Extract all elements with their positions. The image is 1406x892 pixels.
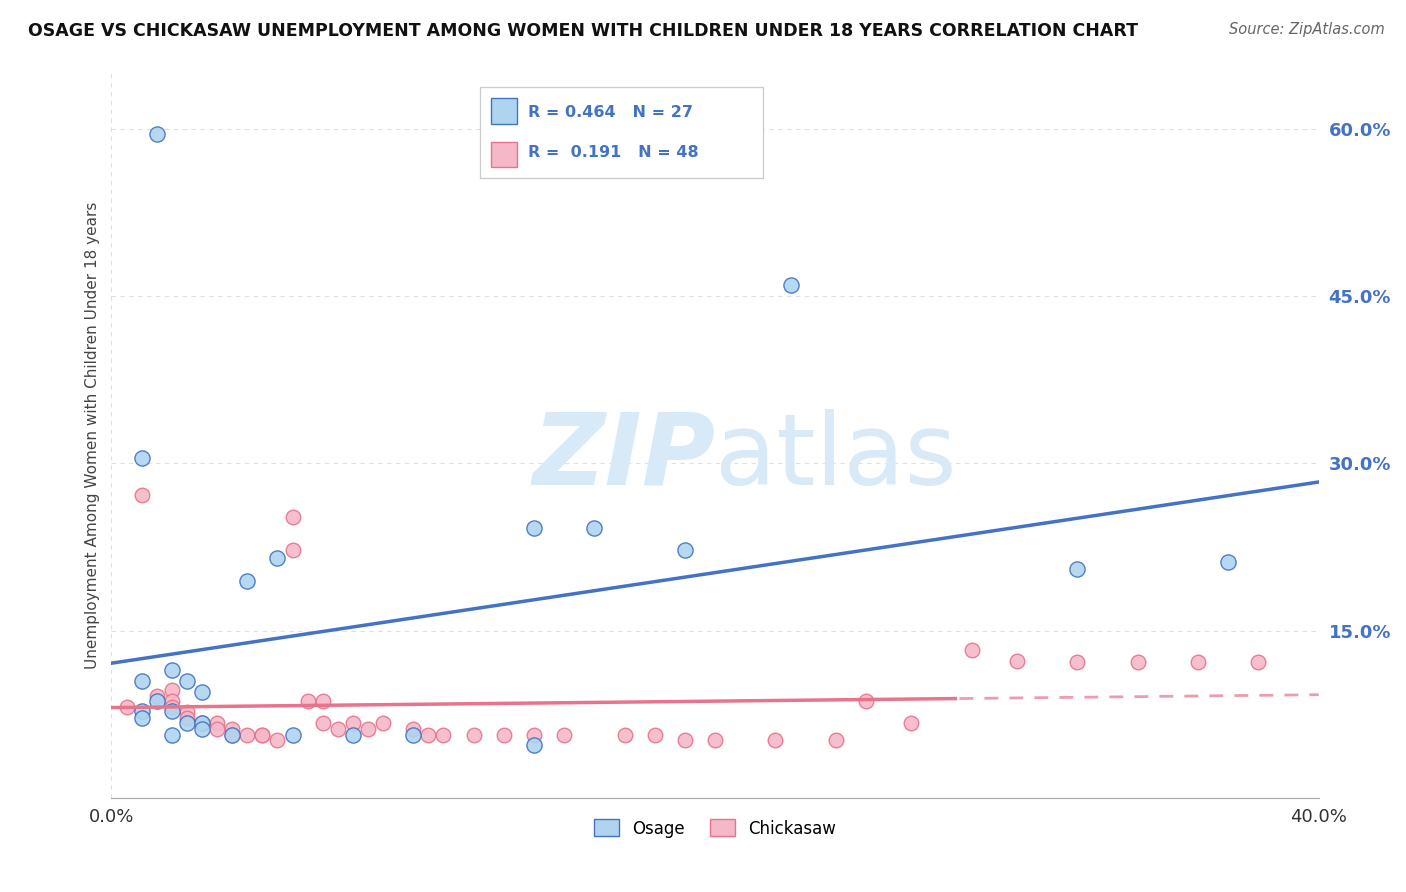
Point bbox=[131, 450, 153, 465]
Point bbox=[145, 128, 167, 142]
Legend: Osage, Chickasaw: Osage, Chickasaw bbox=[588, 813, 842, 844]
Point bbox=[900, 716, 922, 731]
Point bbox=[160, 663, 183, 677]
Point bbox=[176, 673, 198, 688]
Point bbox=[644, 727, 666, 741]
Point bbox=[1126, 655, 1149, 669]
Point bbox=[131, 711, 153, 725]
Point bbox=[1247, 655, 1270, 669]
Point bbox=[131, 488, 153, 502]
Point bbox=[160, 727, 183, 741]
Point bbox=[765, 733, 787, 747]
Point bbox=[673, 733, 696, 747]
Point bbox=[432, 727, 454, 741]
Point bbox=[176, 711, 198, 725]
Point bbox=[855, 694, 877, 708]
Point bbox=[553, 727, 575, 741]
Point bbox=[342, 716, 364, 731]
Point bbox=[176, 716, 198, 731]
Point bbox=[281, 543, 304, 558]
Point bbox=[402, 727, 425, 741]
Point bbox=[160, 704, 183, 718]
Text: OSAGE VS CHICKASAW UNEMPLOYMENT AMONG WOMEN WITH CHILDREN UNDER 18 YEARS CORRELA: OSAGE VS CHICKASAW UNEMPLOYMENT AMONG WO… bbox=[28, 22, 1137, 40]
Point bbox=[236, 727, 259, 741]
Point bbox=[1005, 654, 1028, 668]
Point bbox=[824, 733, 846, 747]
Point bbox=[960, 642, 983, 657]
Point bbox=[312, 716, 335, 731]
Point bbox=[779, 277, 801, 292]
Point bbox=[145, 694, 167, 708]
Point bbox=[160, 694, 183, 708]
Text: Source: ZipAtlas.com: Source: ZipAtlas.com bbox=[1229, 22, 1385, 37]
Point bbox=[583, 521, 606, 535]
Point bbox=[145, 689, 167, 703]
Point bbox=[523, 727, 546, 741]
Point bbox=[371, 716, 394, 731]
Point bbox=[252, 727, 274, 741]
Point bbox=[205, 716, 228, 731]
Point bbox=[281, 510, 304, 524]
Point bbox=[613, 727, 636, 741]
Point bbox=[297, 694, 319, 708]
Point bbox=[326, 722, 349, 736]
Point bbox=[221, 727, 243, 741]
Point bbox=[281, 727, 304, 741]
Point bbox=[160, 699, 183, 714]
Y-axis label: Unemployment Among Women with Children Under 18 years: Unemployment Among Women with Children U… bbox=[86, 202, 100, 669]
Point bbox=[191, 722, 214, 736]
Point bbox=[221, 722, 243, 736]
Point bbox=[1066, 655, 1088, 669]
Point bbox=[115, 699, 138, 714]
Point bbox=[131, 673, 153, 688]
Point bbox=[523, 738, 546, 752]
Point bbox=[266, 733, 288, 747]
Point bbox=[1187, 655, 1209, 669]
Point bbox=[704, 733, 727, 747]
Point bbox=[160, 682, 183, 697]
Point bbox=[673, 543, 696, 558]
Point bbox=[342, 727, 364, 741]
Point bbox=[418, 727, 440, 741]
Point bbox=[131, 704, 153, 718]
Point bbox=[402, 722, 425, 736]
Point bbox=[252, 727, 274, 741]
Point bbox=[191, 685, 214, 699]
Point bbox=[1218, 555, 1240, 569]
Point bbox=[357, 722, 380, 736]
Text: ZIP: ZIP bbox=[531, 409, 716, 506]
Point bbox=[205, 722, 228, 736]
Point bbox=[1066, 562, 1088, 576]
Point bbox=[191, 716, 214, 731]
Point bbox=[312, 694, 335, 708]
Point bbox=[176, 705, 198, 719]
Point bbox=[191, 716, 214, 731]
Point bbox=[191, 716, 214, 731]
Text: atlas: atlas bbox=[716, 409, 956, 506]
Point bbox=[266, 551, 288, 566]
Point bbox=[492, 727, 515, 741]
Point bbox=[463, 727, 485, 741]
Point bbox=[523, 521, 546, 535]
Point bbox=[221, 727, 243, 741]
Point bbox=[236, 574, 259, 588]
